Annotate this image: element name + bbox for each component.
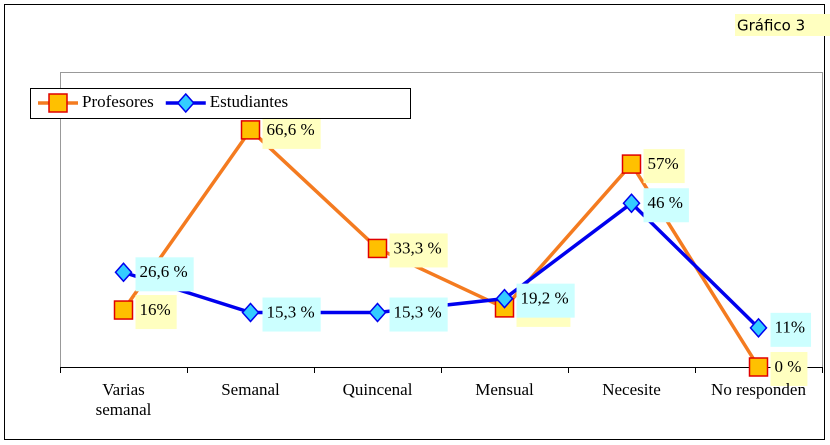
marker — [48, 93, 68, 113]
data-label-bg — [643, 149, 685, 184]
data-label: 19,2 % — [521, 289, 569, 308]
marker — [749, 317, 768, 338]
data-label-bg — [516, 283, 575, 318]
annotation: Gráfico 3 — [737, 17, 805, 35]
marker — [114, 262, 133, 283]
x-tick-label: Necesite — [602, 380, 661, 399]
marker — [495, 288, 514, 309]
x-tick-label: Mensual — [475, 380, 534, 399]
frame — [4, 4, 825, 440]
annotation-bg — [735, 14, 830, 36]
data-label: 15,3 % — [394, 302, 442, 321]
x-tick-label: Semanal — [221, 380, 280, 399]
data-label-bg — [770, 352, 808, 386]
marker — [176, 92, 195, 114]
data-label: 0 % — [775, 357, 802, 376]
data-label: 15,3 % — [267, 302, 315, 321]
marker — [748, 357, 769, 377]
marker — [241, 302, 260, 323]
data-label: 66,6 % — [267, 120, 315, 139]
marker — [622, 193, 641, 214]
data-label-bg — [643, 188, 689, 223]
data-label-bg — [389, 233, 448, 268]
data-label: 57% — [648, 154, 679, 173]
x-tick-label: Quincenal — [342, 380, 413, 399]
data-label: 11% — [775, 318, 806, 337]
legend-label: Estudiantes — [210, 92, 288, 111]
data-label-bg — [262, 297, 321, 332]
marker — [621, 154, 642, 174]
legend — [30, 88, 411, 119]
data-label: 26,6 % — [140, 262, 188, 281]
data-label: 16% — [140, 300, 171, 319]
marker — [113, 300, 134, 320]
marker — [240, 120, 261, 140]
x-tick-label: Varias semanal — [95, 380, 152, 419]
data-label-bg — [135, 295, 177, 330]
legend-label: Profesores — [82, 92, 154, 111]
data-label-bg — [262, 114, 321, 149]
data-label-bg — [770, 312, 812, 347]
data-label: 46 % — [648, 193, 683, 212]
data-label-bg — [135, 257, 194, 292]
marker — [368, 302, 387, 323]
data-label: 33,3 % — [394, 238, 442, 257]
marker — [367, 238, 388, 259]
data-label-bg — [389, 297, 448, 332]
x-tick-label: No responden — [711, 380, 806, 399]
